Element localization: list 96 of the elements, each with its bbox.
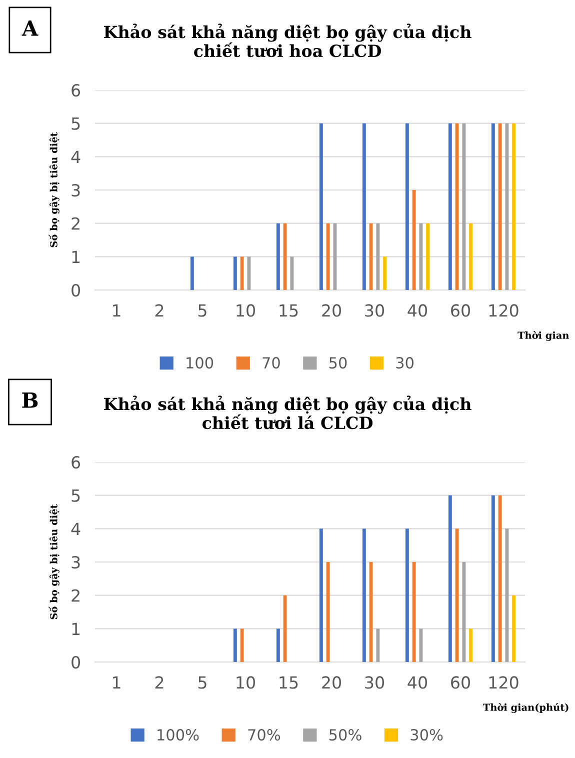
- y-tick-label: 1: [72, 622, 80, 635]
- x-tick-label: 5: [198, 304, 206, 317]
- bar: [419, 223, 423, 290]
- y-tick-label: 0: [72, 284, 80, 297]
- bar: [455, 123, 459, 290]
- y-axis-title: Số bọ gậy bị tiêu diệt: [48, 504, 60, 620]
- legend-label: 30: [396, 357, 414, 369]
- bar: [283, 595, 287, 662]
- bar: [190, 256, 194, 290]
- y-tick-label: 3: [72, 556, 80, 569]
- bar: [333, 223, 337, 290]
- bar: [412, 190, 416, 290]
- bar: [319, 528, 323, 662]
- bar: [419, 628, 423, 662]
- bar: [405, 123, 409, 290]
- bar: [426, 223, 430, 290]
- x-tick-label: 40: [408, 676, 427, 689]
- bar: [233, 256, 237, 290]
- y-tick-label: 0: [72, 656, 80, 669]
- y-tick-label: 3: [72, 184, 80, 197]
- legend-label: 50: [329, 357, 347, 369]
- bar: [462, 123, 466, 290]
- legend-label: 100%: [158, 729, 199, 741]
- bar: [498, 123, 502, 290]
- x-tick-label: 30: [365, 676, 384, 689]
- bar: [233, 628, 237, 662]
- y-tick-label: 1: [72, 250, 80, 263]
- x-tick-label: 2: [155, 304, 164, 317]
- text: A: [22, 20, 38, 36]
- y-tick-label: 6: [72, 456, 80, 469]
- bar: [512, 123, 516, 290]
- chart-title: Khảo sát khả năng diệt bọ gậy của dịch chiết tươi hoa CLCD: [104, 24, 472, 58]
- x-tick-label: 15: [280, 304, 298, 317]
- bar: [491, 495, 495, 662]
- text: B: [22, 392, 38, 408]
- x-tick-label: 20: [322, 676, 341, 689]
- bar: [369, 562, 373, 662]
- bar: [469, 223, 473, 290]
- bar: [276, 628, 280, 662]
- bar: [319, 123, 323, 290]
- bar: [240, 256, 244, 290]
- y-tick-label: 4: [71, 150, 80, 163]
- bar: [448, 123, 452, 290]
- bar: [326, 562, 330, 662]
- x-tick-label: 60: [451, 676, 470, 689]
- bar: [462, 562, 466, 662]
- x-tick-label: 20: [322, 304, 341, 317]
- bar: [362, 528, 366, 662]
- bar: [448, 495, 452, 662]
- bar: [498, 495, 502, 662]
- x-axis-title: Thời gian(phút): [483, 703, 568, 713]
- x-tick-label: 40: [408, 304, 427, 317]
- x-tick-label: 5: [198, 676, 206, 689]
- y-tick-label: 4: [71, 522, 80, 535]
- x-axis-title: Thời gian: [518, 331, 570, 341]
- bar: [376, 628, 380, 662]
- x-tick-label: 120: [489, 304, 518, 317]
- x-tick-label: 30: [365, 304, 384, 317]
- bar: [505, 123, 509, 290]
- bar: [455, 528, 459, 662]
- legend-label: 70%: [248, 729, 280, 741]
- x-tick-label: 2: [155, 676, 164, 689]
- legend-label: 70: [262, 357, 280, 369]
- bar: [376, 223, 380, 290]
- y-axis-title: Số bọ gậy bị tiêu diệt: [48, 132, 60, 248]
- x-tick-label: 60: [451, 304, 470, 317]
- bar: [240, 628, 244, 662]
- x-tick-label: 10: [236, 676, 255, 689]
- bar: [491, 123, 495, 290]
- bar: [383, 256, 387, 290]
- x-tick-label: 10: [236, 304, 255, 317]
- bar: [283, 223, 287, 290]
- chart-title: Khảo sát khả năng diệt bọ gậy của dịch chiết tươi lá CLCD: [104, 396, 472, 430]
- bar: [412, 562, 416, 662]
- bar: [469, 628, 473, 662]
- bar: [362, 123, 366, 290]
- y-tick-label: 5: [72, 118, 80, 130]
- bar: [247, 256, 251, 290]
- bar: [405, 528, 409, 662]
- bar: [505, 528, 509, 662]
- legend-label: 50%: [329, 729, 362, 741]
- x-tick-label: 1: [113, 304, 120, 317]
- legend-label: 30%: [410, 729, 443, 741]
- bar: [276, 223, 280, 290]
- x-tick-label: 1: [113, 676, 120, 689]
- y-tick-label: 2: [72, 217, 80, 230]
- bar: [326, 223, 330, 290]
- y-tick-label: 5: [72, 490, 80, 502]
- legend-label: 100: [186, 357, 214, 369]
- x-tick-label: 15: [280, 676, 298, 689]
- y-tick-label: 6: [72, 84, 80, 97]
- x-tick-label: 120: [489, 676, 518, 689]
- bar: [512, 595, 516, 662]
- bar: [369, 223, 373, 290]
- bar: [290, 256, 294, 290]
- y-tick-label: 2: [72, 589, 80, 602]
